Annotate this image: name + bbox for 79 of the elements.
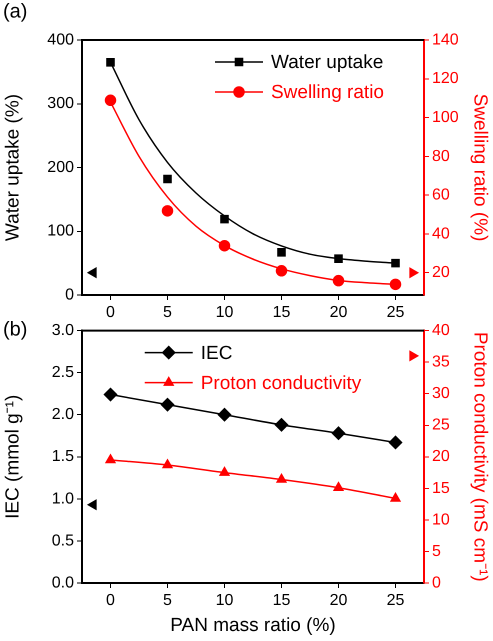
point — [332, 274, 344, 286]
point — [106, 58, 115, 67]
y-tick-label: 0 — [65, 286, 74, 304]
y2-tick-label: 80 — [432, 148, 450, 165]
x-tick-label: 25 — [386, 304, 404, 322]
y2-tick-label: 40 — [432, 322, 450, 340]
point — [220, 214, 229, 224]
y2-tick-label: 100 — [432, 108, 459, 126]
y2-axis-title: Swelling ratio (%) — [469, 94, 490, 242]
point — [334, 254, 343, 263]
point — [388, 436, 402, 450]
y-tick-label: 1.0 — [52, 490, 74, 508]
x-tick-label: 10 — [216, 304, 234, 322]
legend-label: Proton conductivity — [200, 372, 362, 394]
y-axis-title: Water uptake (%) — [2, 94, 24, 242]
point — [218, 240, 230, 252]
point — [104, 388, 118, 402]
y-tick-label: 1.5 — [52, 448, 74, 466]
point — [105, 454, 116, 464]
x-tick-label: 5 — [163, 592, 172, 610]
y-tick-label: 2.5 — [52, 364, 74, 382]
point — [390, 492, 401, 502]
y-tick-label: 200 — [47, 158, 74, 176]
y-tick-label: 2.0 — [52, 406, 74, 424]
point — [391, 258, 400, 268]
y2-tick-label: 25 — [432, 416, 450, 434]
point — [276, 474, 287, 483]
x-tick-label: 0 — [106, 304, 116, 322]
y2-axis-title: Proton conductivity (mS cm⁻¹) — [469, 332, 490, 582]
x-axis-title: PAN mass ratio (%) — [170, 614, 336, 636]
point — [163, 174, 172, 184]
y-tick-label: 300 — [47, 95, 74, 112]
point — [88, 268, 97, 278]
point — [276, 265, 288, 277]
x-tick-label: 20 — [330, 592, 348, 610]
chart-title: (a) — [3, 0, 28, 23]
point — [162, 459, 173, 468]
y2-tick-label: 5 — [432, 542, 441, 560]
y2-tick-label: 20 — [432, 264, 450, 282]
y2-tick-label: 60 — [432, 186, 450, 204]
point — [219, 466, 230, 476]
point — [409, 350, 418, 361]
point — [390, 278, 402, 290]
y-tick-label: 3.0 — [52, 322, 74, 340]
point — [333, 482, 344, 491]
point — [332, 426, 346, 440]
y2-tick-label: 10 — [432, 511, 450, 528]
point — [162, 205, 174, 217]
x-tick-label: 10 — [216, 592, 234, 610]
x-tick-label: 5 — [163, 304, 172, 322]
point — [218, 408, 232, 422]
y-tick-label: 0.5 — [52, 532, 74, 550]
point — [104, 94, 116, 106]
point — [409, 268, 418, 278]
y2-tick-label: 40 — [432, 225, 450, 242]
legend-label: Swelling ratio — [271, 82, 384, 104]
y2-tick-label: 15 — [432, 480, 450, 497]
chart-title: (b) — [3, 318, 28, 341]
y2-tick-label: 30 — [432, 385, 450, 402]
point — [274, 418, 288, 432]
x-tick-label: 25 — [386, 592, 404, 610]
legend-label: IEC — [200, 342, 232, 364]
x-tick-label: 20 — [330, 304, 348, 322]
y-tick-label: 100 — [47, 222, 74, 240]
y2-tick-label: 20 — [432, 448, 450, 466]
y2-tick-label: 35 — [432, 354, 450, 371]
y-tick-label: 0.0 — [52, 574, 74, 592]
point — [277, 248, 286, 257]
point — [88, 500, 97, 510]
x-tick-label: 0 — [106, 592, 116, 610]
y-tick-label: 400 — [47, 31, 74, 48]
x-tick-label: 15 — [272, 592, 290, 610]
y2-tick-label: 140 — [432, 31, 459, 48]
x-tick-label: 15 — [272, 304, 290, 322]
point — [160, 398, 174, 412]
y-axis-title: IEC (mmol g⁻¹) — [2, 394, 24, 519]
legend-label: Water uptake — [271, 52, 384, 74]
y2-tick-label: 120 — [432, 70, 459, 88]
y2-tick-label: 0 — [432, 574, 441, 592]
